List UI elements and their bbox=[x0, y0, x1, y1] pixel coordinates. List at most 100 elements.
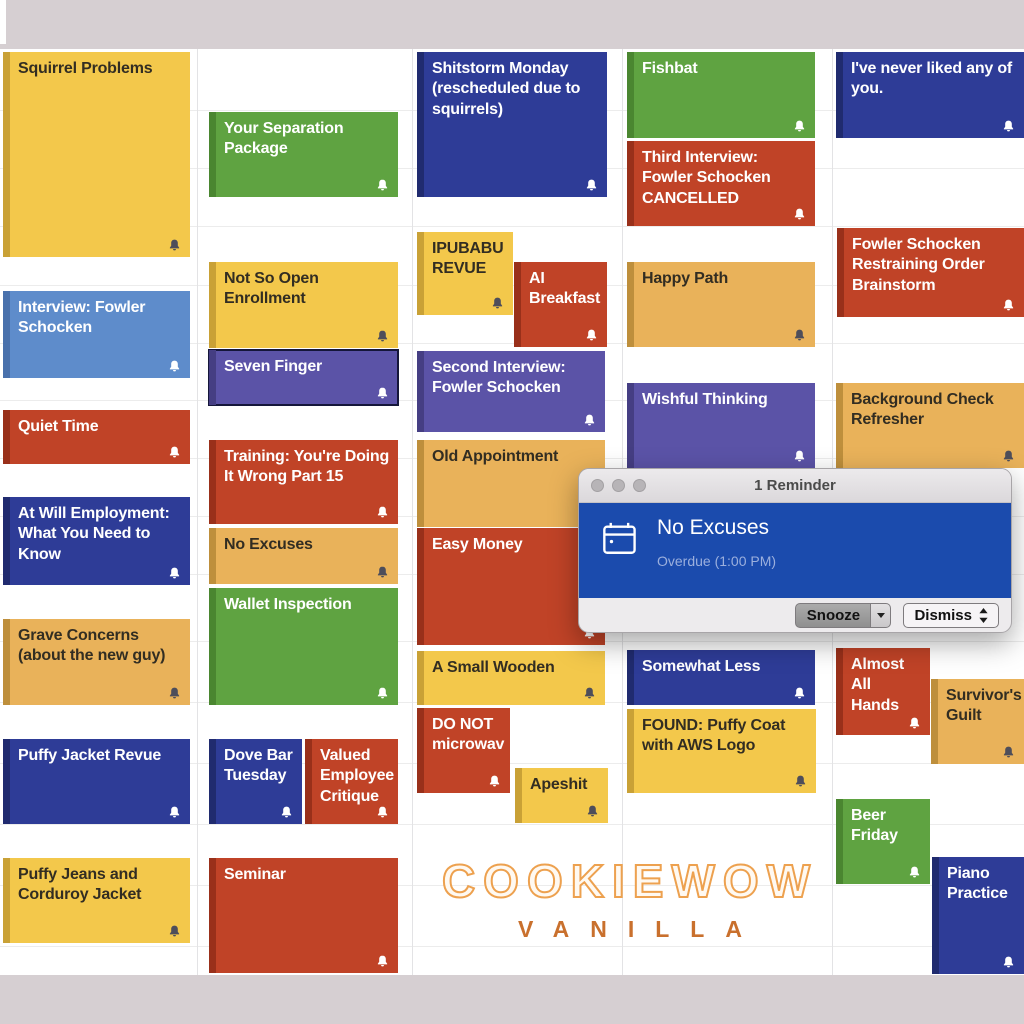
close-button[interactable] bbox=[591, 479, 604, 492]
watermark-logo: COOKIEWOW VANILLA bbox=[405, 854, 855, 943]
event-block[interactable]: At Will Employment: What You Need to Kno… bbox=[3, 497, 190, 585]
event-title: Seven Finger bbox=[224, 358, 323, 375]
event-block[interactable]: Grave Concerns (about the new guy) bbox=[3, 619, 190, 705]
dismiss-label: Dismiss bbox=[914, 607, 972, 624]
event-title: DO NOT microwav bbox=[432, 716, 505, 754]
event-block[interactable]: FOUND: Puffy Coat with AWS Logo bbox=[627, 709, 816, 793]
event-edge-stripe bbox=[417, 528, 424, 645]
dialog-titlebar[interactable]: 1 Reminder bbox=[579, 469, 1011, 503]
event-block[interactable]: Beer Friday bbox=[836, 799, 930, 884]
event-edge-stripe bbox=[3, 497, 10, 585]
event-edge-stripe bbox=[931, 679, 938, 764]
event-block[interactable]: Seminar bbox=[209, 858, 398, 973]
event-edge-stripe bbox=[836, 383, 843, 468]
event-block[interactable]: Old Appointment bbox=[417, 440, 605, 527]
snooze-dropdown-button[interactable] bbox=[871, 603, 892, 628]
bell-icon bbox=[490, 296, 505, 311]
zoom-button[interactable] bbox=[633, 479, 646, 492]
event-block[interactable]: Easy Money bbox=[417, 528, 605, 645]
gridline bbox=[0, 885, 1024, 886]
bell-icon bbox=[584, 328, 599, 343]
event-title: Somewhat Less bbox=[642, 658, 761, 675]
event-edge-stripe bbox=[209, 440, 216, 524]
event-block[interactable]: AI Breakfast bbox=[514, 262, 607, 347]
event-block[interactable]: Second Interview: Fowler Schocken bbox=[417, 351, 605, 432]
reminder-event-title: No Excuses bbox=[657, 516, 770, 539]
event-block[interactable]: Fowler Schocken Restraining Order Brains… bbox=[837, 228, 1024, 317]
event-edge-stripe bbox=[209, 350, 216, 405]
event-edge-stripe bbox=[305, 739, 312, 824]
event-block[interactable]: Dove Bar Tuesday bbox=[209, 739, 302, 824]
minimize-button[interactable] bbox=[612, 479, 625, 492]
event-title: Fishbat bbox=[642, 60, 698, 77]
event-block[interactable]: Background Check Refresher bbox=[836, 383, 1024, 468]
bell-icon bbox=[792, 207, 807, 222]
bell-icon bbox=[792, 449, 807, 464]
event-title: Second Interview: Fowler Schocken bbox=[432, 359, 566, 397]
event-block[interactable]: Training: You're Doing It Wrong Part 15 bbox=[209, 440, 398, 524]
bell-icon bbox=[375, 805, 390, 820]
event-edge-stripe bbox=[209, 112, 216, 197]
event-block[interactable]: Valued Employee Critique bbox=[305, 739, 398, 824]
bell-icon bbox=[167, 805, 182, 820]
event-block[interactable]: No Excuses bbox=[209, 528, 398, 584]
event-title: Piano Practice bbox=[947, 865, 1008, 903]
event-edge-stripe bbox=[417, 440, 424, 527]
event-block[interactable]: Apeshit bbox=[515, 768, 608, 823]
event-edge-stripe bbox=[627, 262, 634, 347]
event-block[interactable]: Seven Finger bbox=[208, 349, 399, 406]
event-block[interactable]: Fishbat bbox=[627, 52, 815, 138]
event-edge-stripe bbox=[3, 619, 10, 705]
event-edge-stripe bbox=[3, 410, 10, 464]
event-block[interactable]: Somewhat Less bbox=[627, 650, 815, 705]
event-edge-stripe bbox=[627, 141, 634, 226]
event-block[interactable]: Third Interview: Fowler Schocken CANCELL… bbox=[627, 141, 815, 226]
event-block[interactable]: Puffy Jacket Revue bbox=[3, 739, 190, 824]
window-top-band bbox=[0, 0, 1024, 49]
event-block[interactable]: Quiet Time bbox=[3, 410, 190, 464]
event-edge-stripe bbox=[417, 351, 424, 432]
dialog-footer: Snooze Dismiss bbox=[579, 598, 1011, 633]
event-block[interactable]: Your Separation Package bbox=[209, 112, 398, 197]
bell-icon bbox=[582, 686, 597, 701]
event-block[interactable]: Almost All Hands bbox=[836, 648, 930, 735]
event-block[interactable]: Happy Path bbox=[627, 262, 815, 347]
event-block[interactable]: Piano Practice bbox=[932, 857, 1024, 974]
snooze-button[interactable]: Snooze bbox=[795, 603, 872, 628]
event-edge-stripe bbox=[836, 799, 843, 884]
event-title: IPUBABU REVUE bbox=[432, 240, 504, 278]
event-title: FOUND: Puffy Coat with AWS Logo bbox=[642, 717, 786, 755]
event-block[interactable]: Puffy Jeans and Corduroy Jacket bbox=[3, 858, 190, 943]
bell-icon bbox=[907, 865, 922, 880]
event-title: I've never liked any of you. bbox=[851, 60, 1013, 98]
event-title: Happy Path bbox=[642, 270, 729, 287]
event-block[interactable]: DO NOT microwav bbox=[417, 708, 510, 793]
event-title: Dove Bar Tuesday bbox=[224, 747, 293, 785]
event-title: Background Check Refresher bbox=[851, 391, 994, 429]
dismiss-button[interactable]: Dismiss bbox=[903, 603, 999, 628]
event-title: Valued Employee Critique bbox=[320, 747, 394, 805]
event-edge-stripe bbox=[209, 528, 216, 584]
event-block[interactable]: Wallet Inspection bbox=[209, 588, 398, 705]
bell-icon bbox=[793, 774, 808, 789]
event-block[interactable]: Wishful Thinking bbox=[627, 383, 815, 468]
calendar-grid: Squirrel Problems Interview: Fowler Schoc… bbox=[0, 49, 1024, 975]
event-block[interactable]: Survivor's Guilt bbox=[931, 679, 1024, 764]
bell-icon bbox=[584, 178, 599, 193]
event-block[interactable]: Not So Open Enrollment bbox=[209, 262, 398, 348]
event-block[interactable]: I've never liked any of you. bbox=[836, 52, 1024, 138]
event-title: Apeshit bbox=[530, 776, 588, 793]
event-block[interactable]: Shitstorm Monday (rescheduled due to squ… bbox=[417, 52, 607, 197]
event-title: Puffy Jacket Revue bbox=[18, 747, 162, 764]
gridline bbox=[0, 763, 1024, 764]
bell-icon bbox=[1001, 745, 1016, 760]
event-block[interactable]: Squirrel Problems bbox=[3, 52, 190, 257]
event-block[interactable]: A Small Wooden bbox=[417, 651, 605, 705]
event-title: Quiet Time bbox=[18, 418, 99, 435]
event-block[interactable]: Interview: Fowler Schocken bbox=[3, 291, 190, 378]
event-edge-stripe bbox=[836, 52, 843, 138]
gridline bbox=[0, 824, 1024, 825]
event-edge-stripe bbox=[515, 768, 522, 823]
event-title: Training: You're Doing It Wrong Part 15 bbox=[224, 448, 390, 486]
event-block[interactable]: IPUBABU REVUE bbox=[417, 232, 513, 315]
